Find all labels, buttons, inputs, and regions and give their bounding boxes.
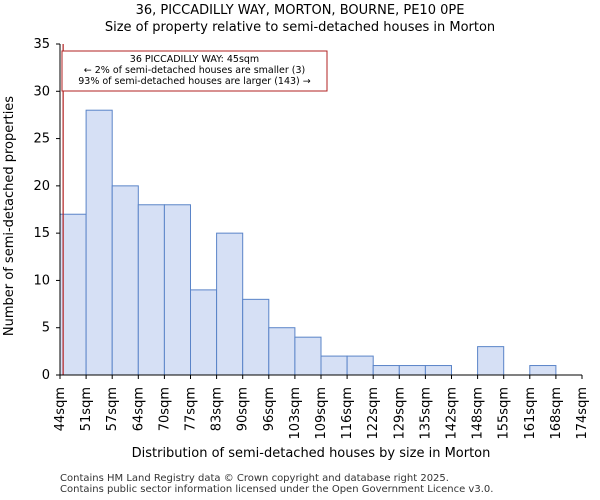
y-tick-label: 5 — [42, 321, 50, 336]
y-tick-label: 0 — [42, 368, 50, 383]
bar-83sqm — [216, 232, 244, 376]
chart-title: 36, PICCADILLY WAY, MORTON, BOURNE, PE10… — [136, 3, 465, 18]
y-axis-label: Number of semi-detached properties — [2, 96, 17, 336]
x-tick-label: 174sqm — [575, 387, 590, 440]
y-tick-label: 15 — [33, 226, 50, 241]
annotation-line-2: ← 2% of semi-detached houses are smaller… — [84, 65, 305, 76]
bar-57sqm — [111, 185, 139, 376]
bar-148sqm — [477, 346, 505, 376]
bar-96sqm — [268, 327, 296, 376]
bar-109sqm — [320, 355, 348, 376]
annotation-line-3: 93% of semi-detached houses are larger (… — [78, 76, 311, 87]
bars-group — [59, 109, 557, 376]
x-tick-label: 168sqm — [549, 387, 564, 440]
annotation-box: 36 PICCADILLY WAY: 45sqm ← 2% of semi-de… — [61, 50, 328, 92]
bar-135sqm — [424, 365, 452, 376]
x-tick-label: 142sqm — [445, 387, 460, 440]
bar-77sqm — [190, 289, 218, 376]
x-tick-label: 57sqm — [105, 387, 120, 431]
x-tick-label: 96sqm — [262, 387, 277, 431]
x-tick-label: 135sqm — [418, 387, 433, 440]
x-tick-label: 70sqm — [157, 387, 172, 431]
x-tick-label: 44sqm — [53, 387, 68, 431]
x-tick-label: 83sqm — [210, 387, 225, 431]
bar-64sqm — [137, 204, 165, 376]
x-tick-label: 148sqm — [471, 387, 486, 440]
bar-90sqm — [242, 298, 270, 376]
x-tick-label: 122sqm — [366, 387, 381, 440]
chart-subtitle: Size of property relative to semi-detach… — [105, 20, 495, 35]
x-tick-label: 161sqm — [523, 387, 538, 440]
x-tick-label: 129sqm — [392, 387, 407, 440]
bar-44sqm — [59, 213, 87, 376]
x-tick-label: 109sqm — [314, 387, 329, 440]
x-tick-label: 51sqm — [79, 387, 94, 431]
x-axis-label: Distribution of semi-detached houses by … — [132, 446, 491, 461]
footer-copyright: Contains HM Land Registry data © Crown c… — [60, 473, 449, 484]
bar-116sqm — [346, 355, 374, 376]
x-tick-label: 103sqm — [288, 387, 303, 440]
x-tick-label: 64sqm — [131, 387, 146, 431]
x-tick-label: 155sqm — [497, 387, 512, 440]
bar-161sqm — [529, 365, 557, 376]
bar-70sqm — [163, 204, 191, 376]
y-tick-label: 30 — [33, 84, 50, 99]
y-tick-label: 25 — [33, 132, 50, 147]
y-axis-ticks: 0 5 10 15 20 25 30 35 — [33, 37, 60, 383]
bar-51sqm — [85, 109, 113, 376]
annotation-frame — [61, 50, 328, 92]
y-tick-label: 10 — [33, 273, 50, 288]
bar-129sqm — [398, 365, 426, 376]
x-axis-ticks: 44sqm 51sqm 57sqm 64sqm 70sqm 77sqm 83sqm 90sqm… — [53, 375, 590, 440]
y-tick-label: 20 — [33, 179, 50, 194]
bar-122sqm — [372, 365, 400, 376]
x-tick-label: 77sqm — [184, 387, 199, 431]
y-tick-label: 35 — [33, 37, 50, 52]
x-tick-label: 90sqm — [236, 387, 251, 431]
footer-licence: Contains public sector information licen… — [60, 484, 494, 495]
x-tick-label: 116sqm — [340, 387, 355, 440]
bar-103sqm — [294, 336, 322, 376]
annotation-line-1: 36 PICCADILLY WAY: 45sqm — [130, 54, 259, 65]
